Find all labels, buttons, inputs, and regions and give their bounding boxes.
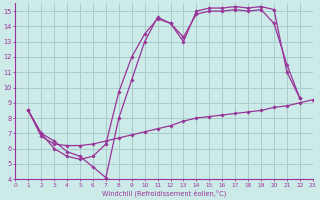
X-axis label: Windchill (Refroidissement éolien,°C): Windchill (Refroidissement éolien,°C) [102, 189, 226, 197]
